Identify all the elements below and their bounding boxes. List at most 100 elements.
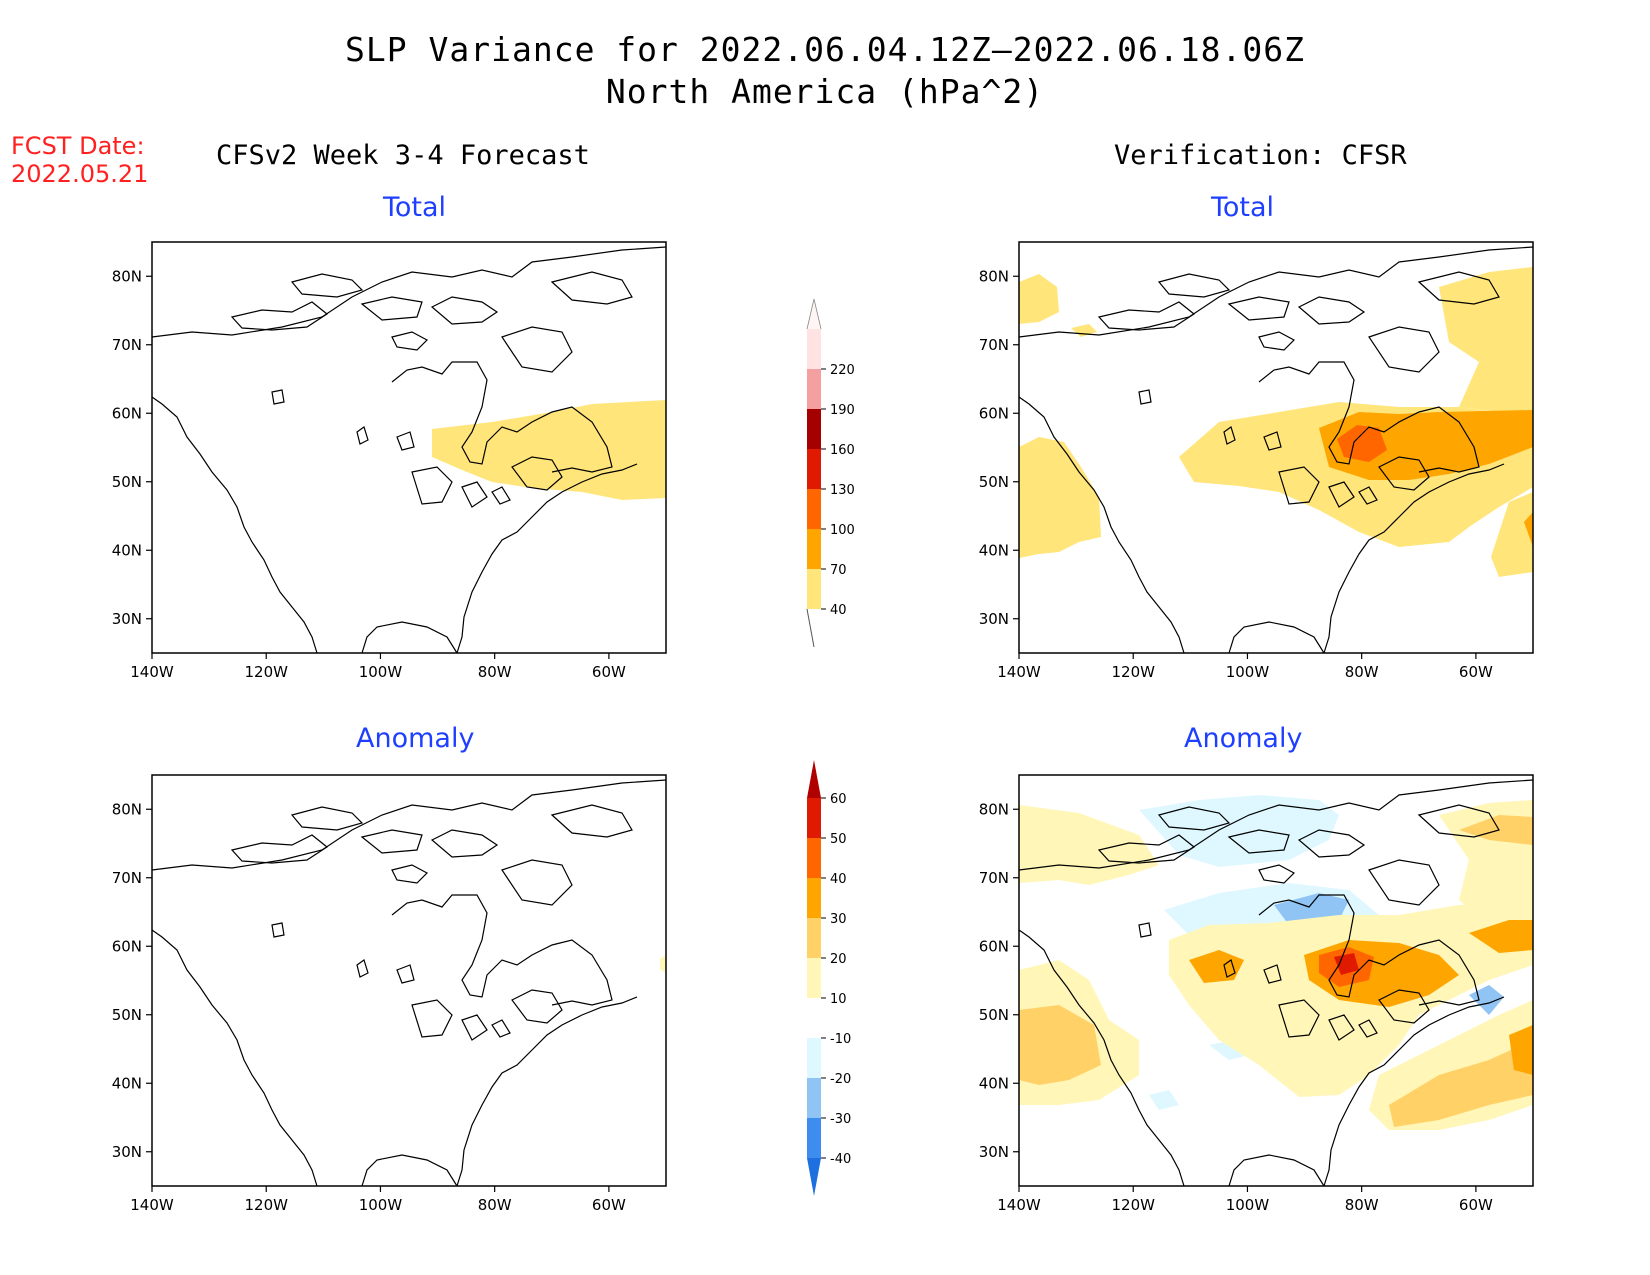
lat-tick-label: 50N bbox=[979, 1006, 1009, 1024]
coastline bbox=[501, 326, 573, 373]
lat-tick-label: 50N bbox=[112, 1006, 142, 1024]
coastline bbox=[290, 806, 364, 831]
lat-tick-label: 40N bbox=[979, 541, 1009, 559]
lat-tick-label: 60N bbox=[112, 404, 142, 422]
coastline bbox=[1018, 929, 1185, 1187]
lat-tick-label: 40N bbox=[112, 1074, 142, 1092]
colorbar-swatch bbox=[807, 958, 821, 998]
lon-tick-label: 120W bbox=[244, 1196, 288, 1214]
lon-tick-label: 120W bbox=[244, 663, 288, 681]
coastline bbox=[550, 804, 633, 838]
colorbar-tick-label: -40 bbox=[830, 1152, 851, 1167]
colorbar-swatch bbox=[807, 569, 821, 609]
coastline bbox=[1368, 859, 1440, 906]
total-colorbar: 40 70 100 130 160 190 220 bbox=[806, 298, 855, 648]
colorbar-tick-label: 130 bbox=[830, 483, 855, 498]
lon-tick-label: 80W bbox=[478, 663, 512, 681]
colorbar-tick-label: 50 bbox=[830, 832, 847, 847]
coastline bbox=[461, 481, 488, 508]
coastline bbox=[230, 834, 329, 864]
coastline bbox=[461, 1014, 488, 1041]
coastline bbox=[550, 271, 633, 305]
coastline bbox=[1417, 804, 1500, 838]
lon-tick-label: 140W bbox=[130, 1196, 174, 1214]
colorbar-tick-label: 20 bbox=[830, 952, 847, 967]
lat-tick-label: 30N bbox=[112, 1143, 142, 1161]
fcst-date-label: FCST Date: bbox=[11, 132, 145, 160]
lon-tick-label: 120W bbox=[1111, 663, 1155, 681]
coastline bbox=[411, 466, 453, 505]
coastline bbox=[1263, 431, 1282, 451]
colorbar-swatch bbox=[807, 489, 821, 529]
main-title: SLP Variance for 2022.06.04.12Z—2022.06.… bbox=[345, 30, 1305, 69]
anomaly-colorbar: 60 50 40 30 20 10 -10 -20 -30 -40 bbox=[807, 760, 851, 1196]
coastline bbox=[1263, 964, 1282, 984]
coastline bbox=[1258, 361, 1480, 473]
verif-total-subtitle: Total bbox=[1211, 192, 1275, 223]
coastline bbox=[1018, 246, 1534, 338]
map-frame bbox=[151, 774, 667, 1187]
coastline bbox=[511, 989, 563, 1024]
colorbar-swatch bbox=[807, 329, 821, 369]
coastline bbox=[411, 999, 453, 1038]
coastline bbox=[1297, 829, 1366, 858]
coastline bbox=[1358, 486, 1378, 505]
colorbar-swatch bbox=[807, 529, 821, 569]
coastline bbox=[501, 859, 573, 906]
coastline bbox=[1378, 456, 1430, 491]
colorbar-swatch bbox=[807, 1118, 821, 1158]
colorbar-swatch bbox=[807, 409, 821, 449]
coastline bbox=[151, 246, 667, 338]
coastline bbox=[391, 894, 613, 1006]
coastline bbox=[391, 864, 428, 884]
lat-tick-label: 50N bbox=[979, 473, 1009, 491]
colorbar-swatch bbox=[807, 369, 821, 409]
colorbar-swatch bbox=[807, 798, 821, 838]
lon-tick-label: 140W bbox=[997, 663, 1041, 681]
lon-tick-label: 100W bbox=[359, 1196, 403, 1214]
coastline bbox=[456, 463, 638, 654]
coastline bbox=[1258, 894, 1480, 1006]
lat-tick-label: 40N bbox=[979, 1074, 1009, 1092]
coastline bbox=[1228, 621, 1325, 654]
coastline bbox=[391, 331, 428, 351]
coastline bbox=[1157, 806, 1231, 831]
coastline bbox=[1097, 834, 1196, 864]
lat-tick-label: 30N bbox=[979, 1143, 1009, 1161]
colorbar-swatch bbox=[807, 998, 821, 1038]
verification-column-title: Verification: CFSR bbox=[1114, 140, 1407, 171]
colorbar-swatch bbox=[807, 449, 821, 489]
coastline bbox=[511, 456, 563, 491]
fcst-total-subtitle: Total bbox=[383, 192, 447, 223]
fcst-total-map bbox=[151, 241, 667, 654]
verif-anomaly-map bbox=[1018, 774, 1534, 1187]
coastline bbox=[391, 361, 613, 473]
coastline bbox=[1018, 779, 1534, 871]
colorbar-tick-label: 220 bbox=[830, 363, 855, 378]
coastline bbox=[151, 929, 318, 1187]
main-subtitle: North America (hPa^2) bbox=[605, 72, 1045, 111]
coastline bbox=[230, 301, 329, 331]
coastline bbox=[1228, 1154, 1325, 1187]
coastline bbox=[456, 996, 638, 1187]
map-frame bbox=[151, 241, 667, 654]
colorbar-swatch bbox=[807, 1038, 821, 1078]
colorbar-tick-label: -30 bbox=[830, 1112, 851, 1127]
lat-tick-label: 70N bbox=[112, 869, 142, 887]
coastline bbox=[1138, 389, 1152, 405]
coastline bbox=[396, 431, 415, 451]
fcst-anomaly-subtitle: Anomaly bbox=[356, 723, 475, 754]
coastline bbox=[491, 1019, 511, 1038]
lon-tick-label: 120W bbox=[1111, 1196, 1155, 1214]
lon-tick-label: 60W bbox=[592, 663, 626, 681]
coastline bbox=[1157, 273, 1231, 298]
fcst-anomaly-map bbox=[151, 774, 667, 1187]
lon-tick-label: 80W bbox=[1345, 1196, 1379, 1214]
colorbar-tick-label: 40 bbox=[830, 872, 847, 887]
coastline bbox=[1417, 271, 1500, 305]
colorbar-tick-label: 100 bbox=[830, 523, 855, 538]
coastline bbox=[1258, 331, 1295, 351]
coastline bbox=[1328, 1014, 1355, 1041]
lat-tick-label: 30N bbox=[979, 610, 1009, 628]
